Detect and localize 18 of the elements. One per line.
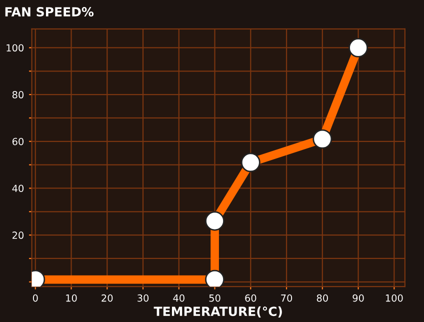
x-tick-label: 40	[173, 294, 184, 302]
x-tick-label: 70	[281, 294, 292, 302]
y-tick-label: 80	[12, 91, 24, 98]
y-tick-label: 20	[12, 232, 24, 239]
chart-title: FAN SPEED%	[5, 7, 94, 17]
x-tick-label: 60	[245, 294, 256, 302]
x-tick-label: 20	[102, 294, 113, 302]
y-tick-label: 100	[6, 44, 24, 52]
y-tick-label: 60	[12, 138, 24, 146]
x-tick-label: 90	[352, 294, 364, 302]
x-tick-label: 30	[138, 294, 149, 302]
x-tick-label: 80	[316, 294, 328, 302]
x-tick-label: 100	[386, 294, 403, 302]
x-tick-label: 0	[32, 294, 38, 302]
x-axis-title: TEMPERATURE(°C)	[154, 306, 282, 318]
y-tick-label: 40	[12, 184, 24, 192]
x-tick-label: 50	[209, 294, 220, 302]
x-tick-label: 10	[66, 294, 77, 302]
